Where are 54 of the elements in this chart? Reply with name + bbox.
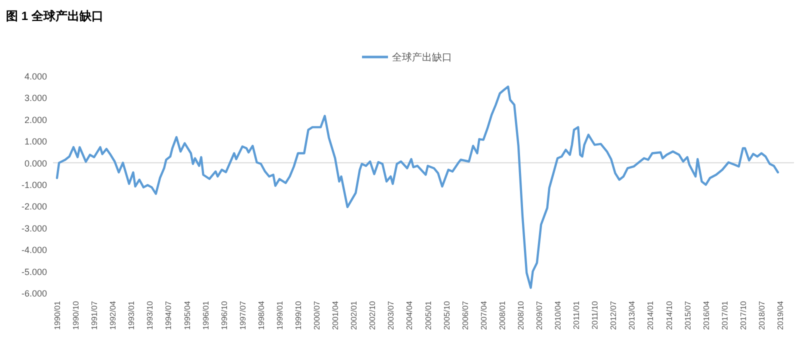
x-tick-label: 1993/10 (146, 300, 155, 330)
x-tick-label: 1994/07 (164, 300, 174, 330)
y-tick-label: 4.000 (24, 72, 47, 82)
x-tick-label: 2004/04 (405, 300, 414, 330)
y-tick-label: -6.000 (21, 288, 47, 298)
x-tick-label: 2011/01 (572, 300, 582, 330)
x-tick-label: 2010/04 (554, 300, 563, 330)
x-tick-label: 2009/07 (535, 300, 544, 330)
x-tick-label: 1990/10 (72, 300, 81, 330)
y-tick-label: -5.000 (21, 266, 47, 277)
x-tick-label: 1993/01 (127, 300, 136, 330)
legend-label: 全球产出缺口 (392, 52, 452, 64)
x-tick-label: 2000/07 (312, 300, 322, 330)
y-tick-label: 1.000 (24, 136, 47, 147)
x-tick-label: 2003/07 (386, 300, 396, 330)
x-tick-label: 2012/07 (609, 300, 618, 330)
x-tick-label: 2017/10 (738, 300, 748, 330)
y-tick-label: 0.000 (24, 158, 47, 168)
x-tick-label: 1992/04 (108, 300, 118, 330)
y-tick-label: 2.000 (24, 114, 47, 125)
x-tick-label: 2017/01 (720, 300, 730, 330)
y-tick-label: -3.000 (21, 223, 47, 234)
x-tick-label: 2015/07 (683, 300, 692, 330)
x-tick-label: 2014/01 (646, 300, 656, 330)
x-tick-label: 1999/10 (294, 300, 303, 330)
y-tick-label: -2.000 (21, 202, 47, 212)
x-tick-label: 2002/10 (368, 300, 378, 330)
x-tick-label: 2014/10 (664, 300, 674, 330)
chart-title: 图 1 全球产出缺口 (6, 9, 104, 23)
y-tick-label: -4.000 (21, 245, 47, 256)
x-tick-label: 1997/07 (238, 300, 248, 330)
y-tick-label: 3.000 (24, 93, 47, 104)
x-tick-label: 2011/10 (590, 300, 600, 330)
x-tick-label: 1996/01 (201, 300, 210, 330)
x-tick-label: 2006/07 (460, 300, 470, 330)
x-tick-label: 1996/10 (220, 300, 229, 330)
x-tick-label: 2018/07 (757, 300, 766, 330)
line-series (56, 86, 780, 289)
x-tick-label: 2013/04 (628, 300, 637, 330)
x-tick-label: 1991/07 (90, 300, 100, 330)
x-tick-label: 2019/04 (776, 300, 785, 330)
x-tick-label: 2001/04 (331, 300, 340, 330)
x-tick-label: 1999/01 (275, 300, 284, 330)
x-tick-label: 2007/04 (479, 300, 488, 330)
y-tick-label: -1.000 (21, 180, 47, 190)
x-tick-label: 2008/10 (516, 300, 526, 330)
x-tick-label: 1990/01 (53, 300, 62, 330)
x-tick-label: 2008/01 (498, 300, 507, 330)
x-tick-label: 2005/01 (424, 300, 433, 330)
x-tick-label: 1995/04 (182, 300, 192, 330)
x-tick-label: 2002/01 (350, 300, 359, 330)
x-tick-label: 2016/04 (702, 300, 711, 330)
x-tick-label: 1998/04 (256, 300, 266, 330)
x-tick-label: 2005/10 (442, 300, 452, 330)
